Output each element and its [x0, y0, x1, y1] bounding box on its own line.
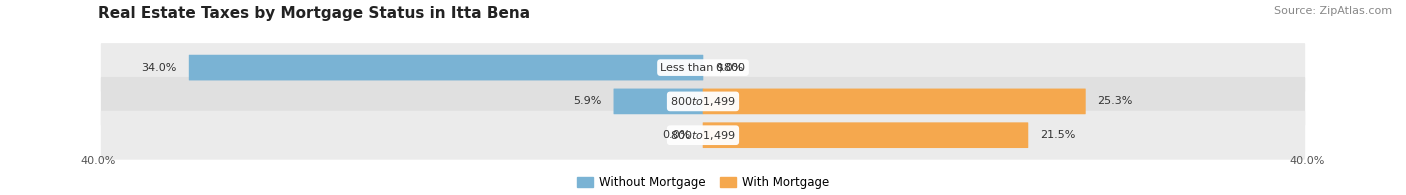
FancyBboxPatch shape	[101, 43, 1305, 92]
FancyBboxPatch shape	[703, 89, 1085, 114]
Text: 5.9%: 5.9%	[574, 96, 602, 106]
Text: 21.5%: 21.5%	[1040, 130, 1076, 140]
FancyBboxPatch shape	[188, 55, 703, 81]
Text: Source: ZipAtlas.com: Source: ZipAtlas.com	[1274, 6, 1392, 16]
Text: Less than $800: Less than $800	[661, 63, 745, 73]
Text: $800 to $1,499: $800 to $1,499	[671, 129, 735, 142]
FancyBboxPatch shape	[613, 89, 703, 114]
Text: 0.0%: 0.0%	[716, 63, 744, 73]
Legend: Without Mortgage, With Mortgage: Without Mortgage, With Mortgage	[576, 176, 830, 189]
Text: 25.3%: 25.3%	[1098, 96, 1133, 106]
Text: $800 to $1,499: $800 to $1,499	[671, 95, 735, 108]
FancyBboxPatch shape	[703, 122, 1028, 148]
Text: 34.0%: 34.0%	[142, 63, 177, 73]
FancyBboxPatch shape	[101, 77, 1305, 126]
Text: 0.0%: 0.0%	[662, 130, 690, 140]
Text: Real Estate Taxes by Mortgage Status in Itta Bena: Real Estate Taxes by Mortgage Status in …	[98, 6, 530, 21]
FancyBboxPatch shape	[101, 111, 1305, 160]
